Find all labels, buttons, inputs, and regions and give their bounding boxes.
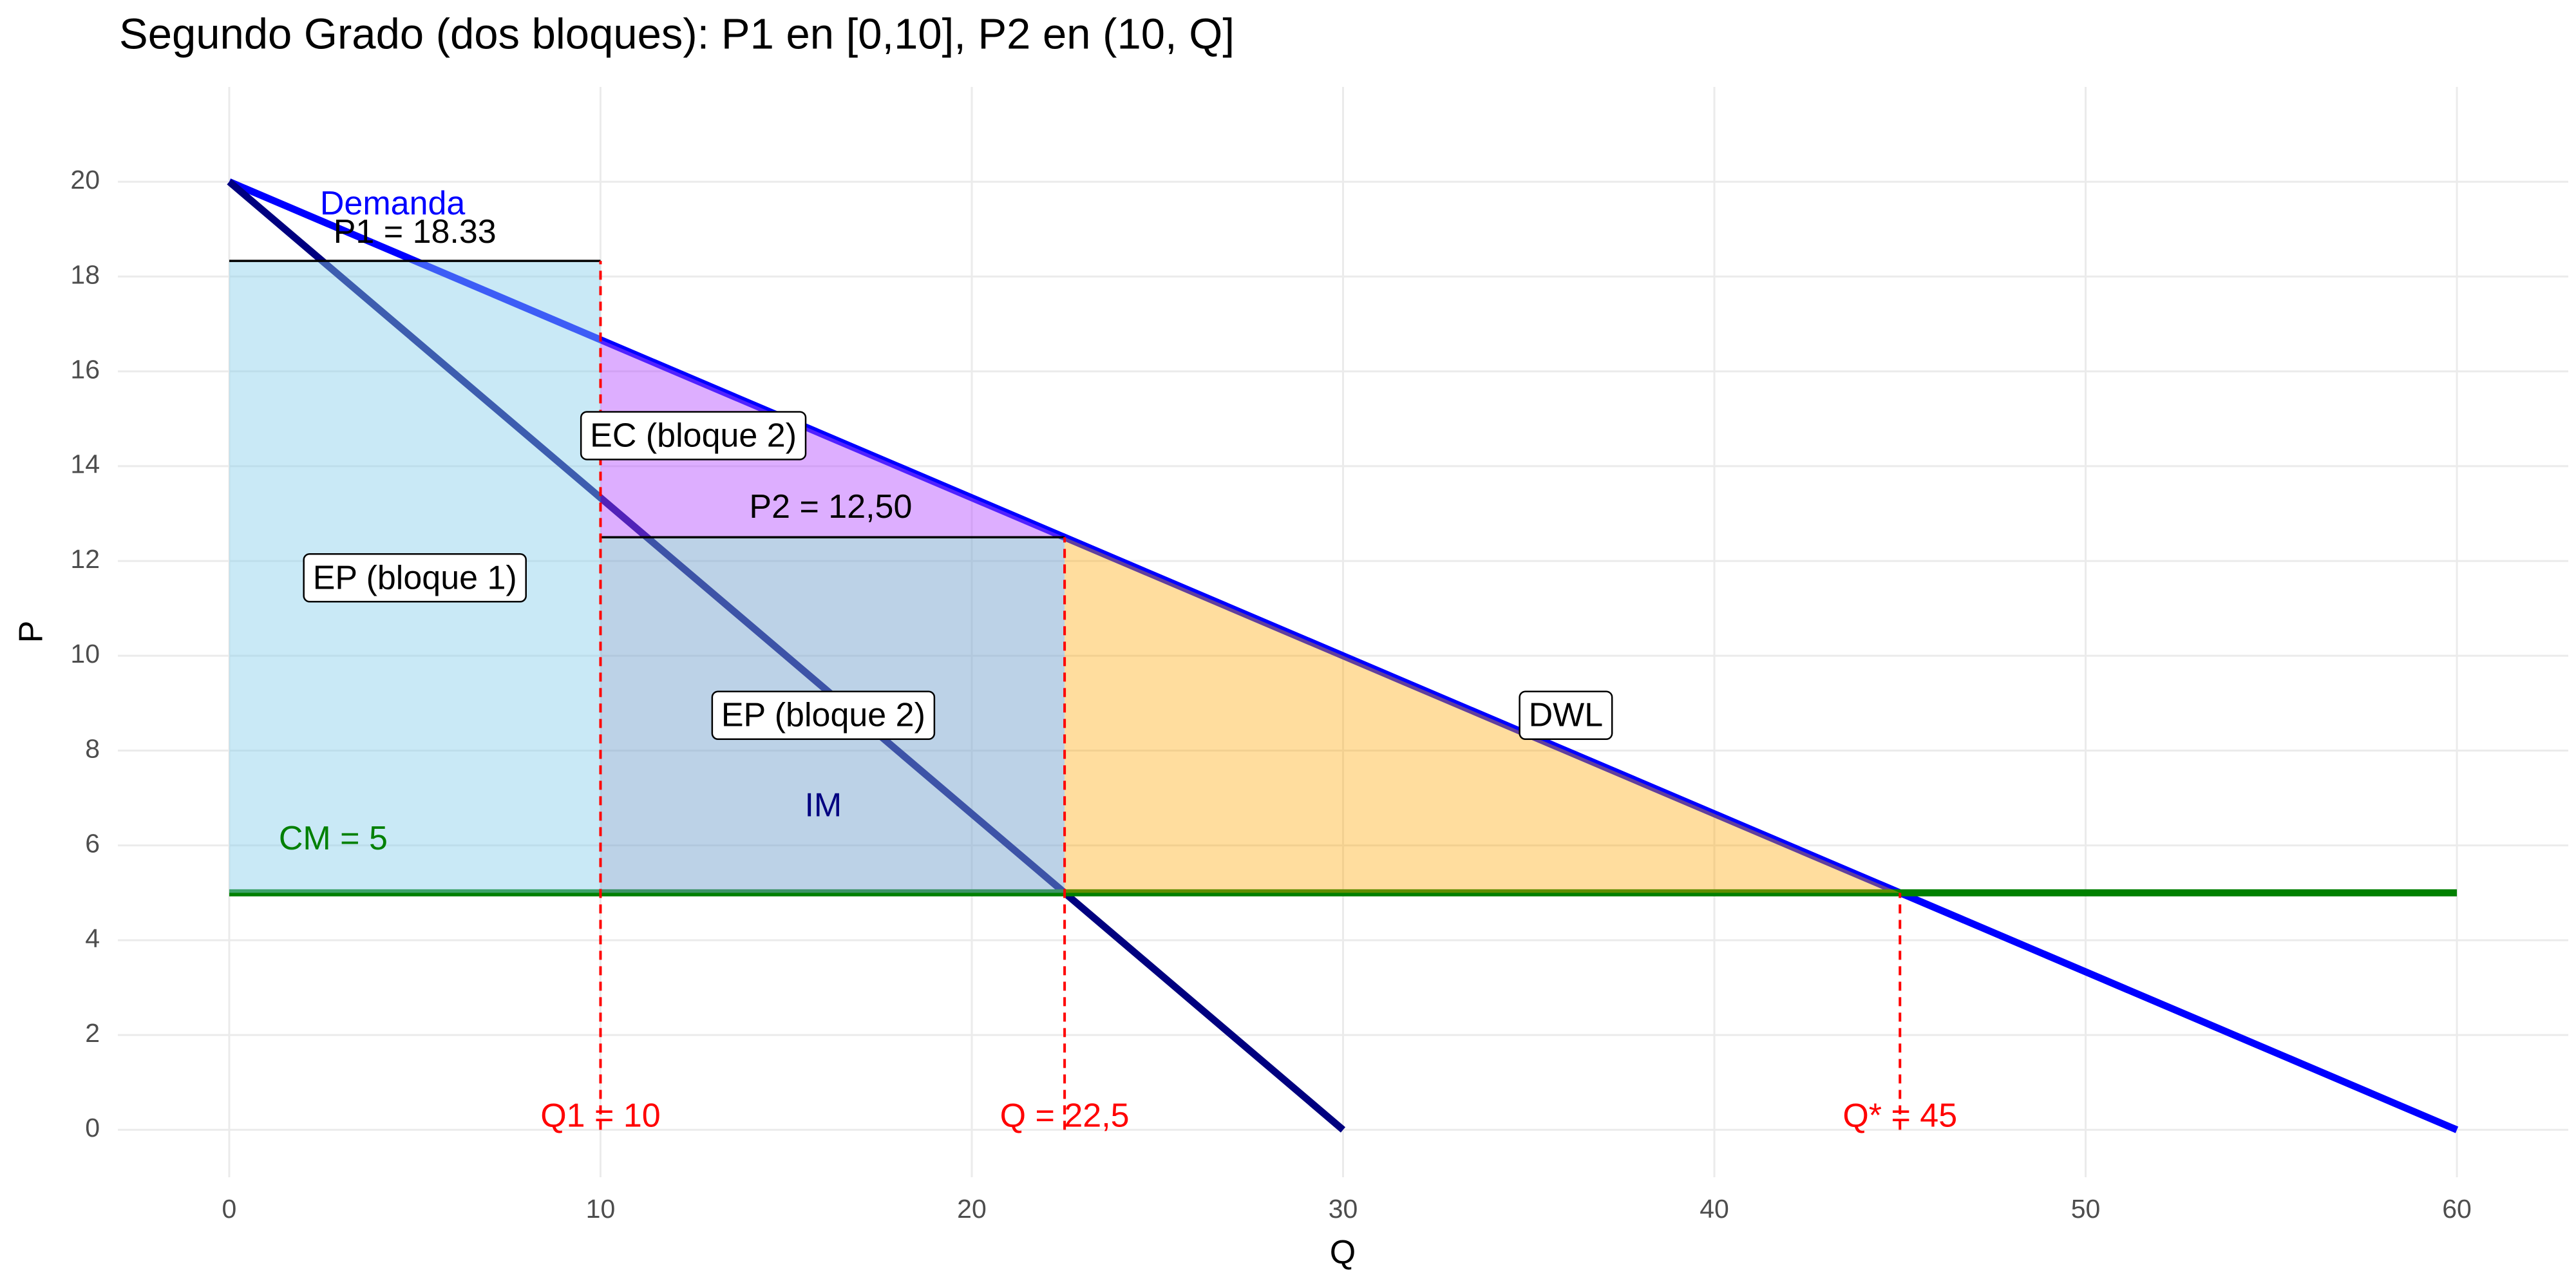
annotation-text: EC (bloque 2) (590, 417, 797, 454)
y-tick-label: 16 (70, 354, 100, 384)
annotation-text: Demanda (320, 185, 466, 222)
x-tick-label: 20 (957, 1194, 987, 1224)
y-tick-label: 14 (70, 450, 100, 479)
annotation: Q* = 45 (1842, 1097, 1957, 1135)
annotation-text: EP (bloque 1) (313, 559, 517, 596)
x-tick-label: 60 (2442, 1194, 2472, 1224)
shaded-area (600, 339, 1065, 538)
y-tick-label: 0 (85, 1113, 100, 1142)
y-tick-label: 2 (85, 1018, 100, 1048)
label-box (303, 553, 527, 603)
annotation-text: Q = 22,5 (1000, 1097, 1130, 1135)
y-tick-label: 4 (85, 923, 100, 953)
annotation-text: Q1 = 10 (540, 1097, 660, 1135)
y-tick-label: 18 (70, 260, 100, 289)
annotation-text: DWL (1529, 697, 1604, 734)
annotation: Q = 22,5 (1000, 1097, 1130, 1135)
y-tick-label: 20 (70, 165, 100, 194)
y-tick-label: 8 (85, 734, 100, 763)
x-tick-label: 0 (222, 1194, 237, 1224)
annotation-text: P1 = 18.33 (334, 213, 497, 251)
label-box (580, 411, 807, 460)
annotation: P1 = 18.33 (334, 213, 497, 251)
boxed-label: EP (bloque 2) (711, 690, 936, 740)
y-tick-label: 6 (85, 829, 100, 858)
annotation: Q1 = 10 (540, 1097, 660, 1135)
x-axis-title: Q (1330, 1234, 1356, 1271)
x-tick-label: 50 (2071, 1194, 2101, 1224)
boxed-label: EP (bloque 1) (303, 553, 527, 603)
annotation: CM = 5 (279, 820, 388, 857)
boxed-label: EC (bloque 2) (580, 411, 807, 460)
annotation: IM (804, 787, 842, 824)
chart-title: Segundo Grado (dos bloques): P1 en [0,10… (119, 10, 1235, 59)
shaded-area (1065, 537, 1900, 893)
y-axis-title: P (13, 621, 50, 643)
annotation-text: CM = 5 (279, 820, 388, 857)
x-tick-label: 10 (586, 1194, 616, 1224)
label-box (1519, 690, 1613, 740)
y-tick-label: 10 (70, 639, 100, 668)
x-tick-label: 40 (1700, 1194, 1729, 1224)
annotation: P2 = 12,50 (749, 488, 912, 526)
x-tick-label: 30 (1329, 1194, 1358, 1224)
annotation: Demanda (320, 185, 466, 222)
annotation-text: IM (804, 787, 842, 824)
annotation-text: Q* = 45 (1842, 1097, 1957, 1135)
boxed-label: DWL (1519, 690, 1613, 740)
annotation-text: EP (bloque 2) (721, 697, 925, 734)
annotation-text: P2 = 12,50 (749, 488, 912, 526)
y-tick-label: 12 (70, 544, 100, 574)
label-box (711, 690, 936, 740)
